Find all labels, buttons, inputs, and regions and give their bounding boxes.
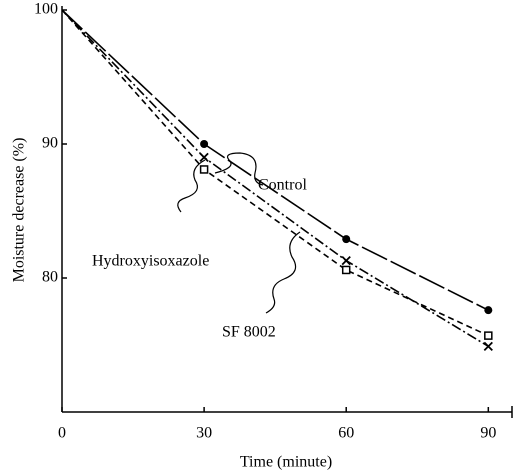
- series-label: SF 8002: [222, 324, 276, 341]
- series-label: Control: [258, 177, 307, 194]
- y-tick-label: 80: [42, 269, 58, 286]
- pointer: [177, 159, 206, 213]
- marker: [200, 140, 209, 148]
- series-label: Hydroxyisoxazole: [92, 253, 209, 270]
- marker: [342, 235, 351, 244]
- y-axis-label: Moisture decrease (%): [11, 138, 28, 283]
- marker: [484, 306, 493, 315]
- x-tick-label: 90: [480, 425, 496, 442]
- marker: [199, 165, 209, 174]
- y-tick-label: 90: [42, 135, 58, 152]
- x-axis-label: Time (minute): [240, 454, 332, 471]
- series-line: [61, 9, 489, 311]
- series-line: [61, 9, 489, 348]
- marker: [199, 152, 209, 163]
- series-line: [61, 9, 489, 337]
- x-tick-label: 60: [338, 425, 354, 442]
- pointer: [265, 231, 301, 314]
- x-tick-label: 0: [58, 425, 66, 442]
- pointer: [214, 152, 264, 186]
- marker: [341, 255, 351, 266]
- marker: [484, 331, 493, 340]
- x-tick-label: 30: [196, 425, 212, 442]
- y-tick-label: 100: [34, 1, 58, 18]
- marker: [341, 265, 351, 275]
- marker: [483, 341, 493, 351]
